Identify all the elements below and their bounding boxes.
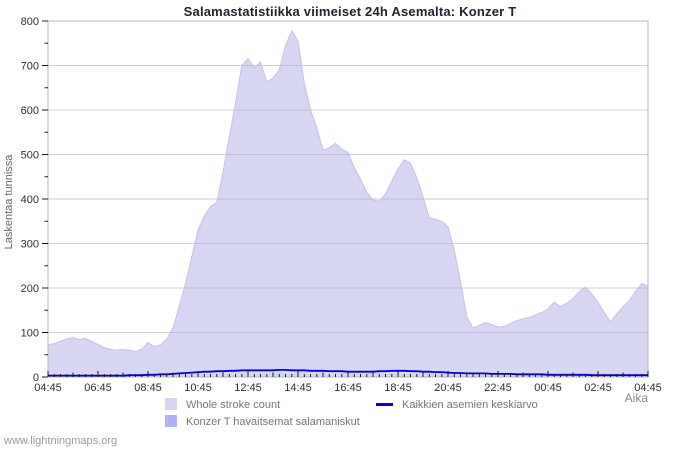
x-axis-title: Aika: [624, 391, 648, 405]
x-tick-label: 00:45: [534, 382, 562, 394]
legend-label-average: Kaikkien asemien keskiarvo: [402, 399, 538, 411]
whole-stroke-swatch: [165, 398, 177, 410]
x-tick-label: 12:45: [234, 382, 262, 394]
chart-title: Salamastatistiikka viimeiset 24h Asemalt…: [183, 4, 517, 19]
x-tick-label: 16:45: [334, 382, 362, 394]
y-tick-label: 200: [21, 283, 39, 295]
x-tick-label: 08:45: [134, 382, 162, 394]
x-tick-label: 14:45: [284, 382, 312, 394]
y-tick-label: 700: [21, 61, 39, 73]
legend-label-konzer: Konzer T havaitsemat salamaniskut: [186, 416, 360, 428]
x-tick-label: 22:45: [484, 382, 512, 394]
konzer-swatch: [165, 415, 177, 427]
y-tick-label: 500: [21, 150, 39, 162]
x-tick-label: 04:45: [34, 382, 62, 394]
y-tick-label: 600: [21, 105, 39, 117]
x-tick-label: 18:45: [384, 382, 412, 394]
x-tick-label: 04:45: [634, 382, 662, 394]
y-tick-label: 400: [21, 194, 39, 206]
legend-label-whole-stroke: Whole stroke count: [186, 399, 281, 411]
y-tick-label: 100: [21, 328, 39, 340]
y-tick-label: 0: [33, 372, 39, 384]
average-line-swatch: [376, 403, 393, 406]
x-tick-label: 06:45: [84, 382, 112, 394]
x-tick-label: 10:45: [184, 382, 212, 394]
y-tick-label: 300: [21, 239, 39, 251]
whole-stroke-area: [47, 29, 649, 378]
site-link[interactable]: www.lightningmaps.org: [4, 435, 118, 447]
x-tick-label: 20:45: [434, 382, 462, 394]
x-tick-label: 02:45: [584, 382, 612, 394]
y-tick-label: 800: [21, 16, 39, 28]
